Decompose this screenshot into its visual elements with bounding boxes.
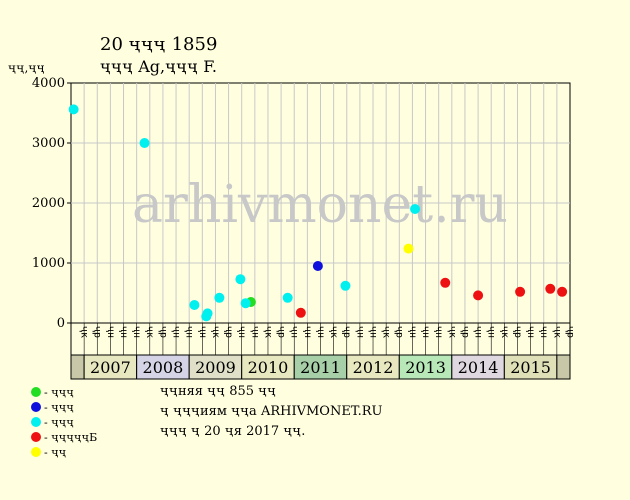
- year-cell: [451, 354, 505, 380]
- year-cell: [83, 354, 138, 380]
- grid: [71, 83, 570, 323]
- legend-swatch: [31, 417, 41, 427]
- point-red: [515, 286, 526, 297]
- year-cell: [556, 354, 571, 380]
- year-cell: [346, 354, 400, 380]
- slot-label: ҷр: [564, 326, 575, 338]
- point-cyan: [235, 274, 246, 285]
- year-cell: [293, 354, 348, 380]
- legend-swatch: [31, 432, 41, 442]
- chart-title: 20 ҷҷҷ 1859: [100, 34, 217, 55]
- point-red: [440, 277, 451, 288]
- point-cyan: [202, 308, 213, 319]
- y-ticks: 0 1000 2000 3000 4000: [32, 76, 71, 331]
- point-cyan: [282, 292, 293, 303]
- note-line: ҷҷҷ ҷ 20 ҷя 2017 ҷҷ.: [160, 424, 305, 439]
- year-label: 2009: [195, 358, 236, 377]
- y-tick-label: 3000: [32, 136, 65, 151]
- point-red: [473, 290, 484, 301]
- year-label: 2011: [300, 358, 341, 377]
- year-label: 2013: [405, 358, 446, 377]
- legend-label: - ҷҷҷ: [44, 401, 74, 414]
- note-line: ҷ ҷҷҷиям ҷҷа ARHIVMONET.RU: [160, 404, 382, 419]
- year-label: 2008: [143, 358, 184, 377]
- point-cyan: [139, 138, 150, 148]
- point-cyan: [340, 280, 351, 291]
- year-label: 2015: [510, 358, 551, 377]
- legend: - ҷҷҷ - ҷҷҷ - ҷҷҷ - ҷҷҷҷҷБ - ҷҷ: [31, 386, 97, 459]
- year-label: 2014: [458, 358, 499, 377]
- legend-swatch: [31, 447, 41, 457]
- year-cell: [70, 354, 85, 380]
- point-red: [545, 283, 556, 294]
- point-cyan: [189, 300, 200, 310]
- point-red: [557, 286, 568, 297]
- point-cyan: [68, 104, 79, 115]
- year-label: 2007: [90, 358, 131, 377]
- data-points: [68, 104, 568, 322]
- point-cyan: [410, 204, 421, 214]
- year-cell: [188, 354, 243, 380]
- y-tick-label: 2000: [32, 196, 65, 211]
- year-band: 2007 2008 2009 2010 2011 2012 2013 2014 2015: [70, 354, 571, 380]
- year-label: 2010: [248, 358, 289, 377]
- legend-label: - ҷҷҷ: [44, 416, 74, 429]
- note-line: ҷҷняя ҷҷ 855 ҷҷ: [160, 384, 276, 399]
- legend-label: - ҷҷҷ: [44, 386, 74, 399]
- y-axis-label: ҷҷ,ҷҷ: [8, 61, 45, 75]
- y-tick-label: 1000: [32, 256, 65, 271]
- legend-label: - ҷҷҷҷҷБ: [44, 431, 97, 444]
- legend-label: - ҷҷ: [44, 446, 66, 459]
- notes: ҷҷняя ҷҷ 855 ҷҷ ҷ ҷҷҷиям ҷҷа ARHIVMONET.R…: [160, 384, 382, 439]
- chart-subtitle: ҷҷҷ Ag,ҷҷҷ F.: [100, 57, 217, 76]
- legend-swatch: [31, 387, 41, 397]
- point-red: [295, 307, 306, 318]
- point-yellow: [403, 243, 414, 254]
- point-cyan: [214, 292, 225, 303]
- point-blue: [312, 261, 323, 271]
- slot-labels: ҷк ҷр ҷн ҷн ҷн ҷк ҷр ҷн ҷн ҷн ҷк ҷр ҷн ҷн ҷк ҷр ҷн ҷн ҷн ҷк…: [70, 322, 575, 356]
- year-label: 2012: [353, 358, 394, 377]
- y-tick-label: 4000: [32, 76, 65, 91]
- point-cyan: [240, 298, 251, 309]
- watermark: arhivmonet.ru: [132, 175, 508, 235]
- legend-swatch: [31, 402, 41, 412]
- y-tick-label: 0: [57, 316, 65, 331]
- year-cell: [503, 354, 558, 380]
